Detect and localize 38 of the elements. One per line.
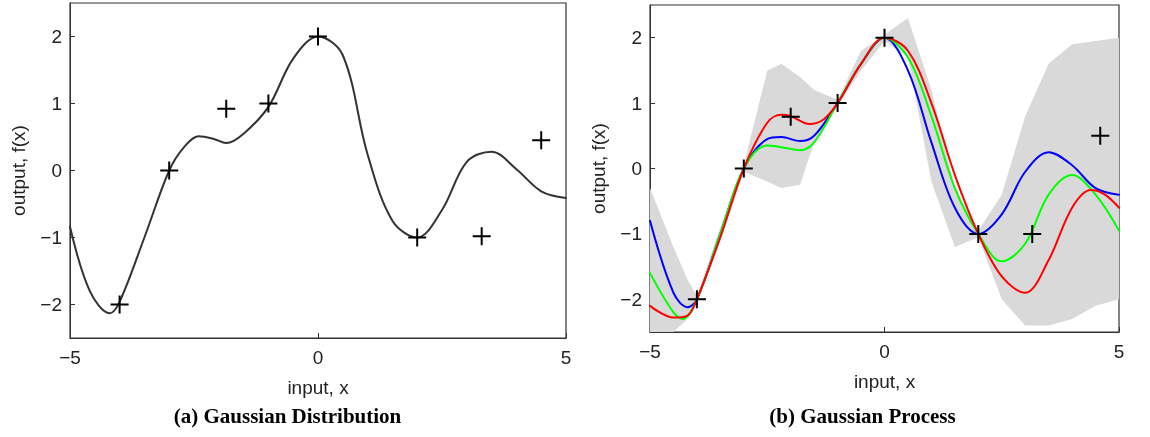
y-tick-label: −1 [620, 223, 642, 245]
x-axis-title: input, x [853, 371, 916, 392]
y-tick-label: 0 [631, 158, 642, 179]
point [686, 289, 707, 310]
point [968, 223, 989, 244]
x-tick-label: 5 [1113, 341, 1125, 362]
point [827, 93, 848, 114]
point [308, 26, 328, 47]
y-axis-title: output, f(x) [588, 123, 609, 214]
point [109, 294, 130, 315]
x-tick-label: 0 [312, 347, 324, 368]
y-tick-label: −2 [40, 294, 62, 315]
x-tick-label: −5 [639, 341, 661, 362]
text: (a) Gaussian Distribution [173, 403, 402, 428]
y-tick-label: 2 [631, 27, 642, 49]
y-tick-label: 2 [51, 26, 62, 47]
point [216, 98, 237, 119]
point [258, 93, 279, 114]
y-tick-label: 1 [51, 93, 62, 114]
y-tick-label: −1 [40, 227, 62, 248]
x-tick-label: 5 [560, 347, 572, 368]
point [159, 160, 180, 181]
point [471, 226, 492, 247]
text: (b) Gaussian Process [769, 403, 956, 428]
point [733, 158, 754, 179]
point [407, 227, 428, 248]
point [780, 106, 801, 127]
x-tick-label: −5 [59, 347, 81, 368]
y-axis-title: output, f(x) [8, 125, 29, 216]
y-tick-label: −2 [620, 288, 642, 310]
point [1090, 125, 1111, 146]
point [531, 130, 552, 151]
x-axis-title: input, x [287, 377, 350, 398]
point [1022, 223, 1043, 244]
x-tick-label: 0 [879, 341, 890, 362]
y-tick-label: 1 [631, 92, 642, 114]
y-tick-label: 0 [51, 160, 62, 181]
point [874, 27, 895, 48]
